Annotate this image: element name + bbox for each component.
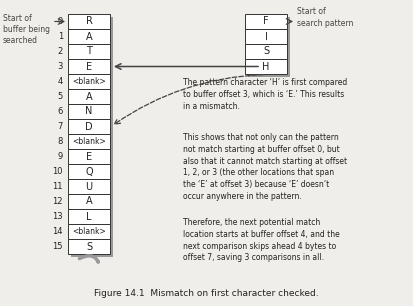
Bar xyxy=(68,194,110,209)
Bar xyxy=(71,212,113,227)
Bar xyxy=(71,17,113,32)
Text: 6: 6 xyxy=(58,107,63,116)
Bar xyxy=(248,62,290,77)
Bar xyxy=(245,14,287,29)
Text: R: R xyxy=(85,17,93,27)
Bar xyxy=(68,149,110,164)
Bar xyxy=(71,62,113,77)
Bar xyxy=(71,242,113,257)
Text: Q: Q xyxy=(85,166,93,177)
Text: 5: 5 xyxy=(58,92,63,101)
Bar xyxy=(71,167,113,182)
Text: 0: 0 xyxy=(58,17,63,26)
FancyArrowPatch shape xyxy=(79,256,98,262)
Bar xyxy=(71,32,113,47)
Bar xyxy=(245,29,287,44)
Bar xyxy=(68,134,110,149)
Text: N: N xyxy=(85,106,93,117)
Text: S: S xyxy=(86,241,92,252)
Text: The pattern character ‘H’ is first compared
to buffer offset 3, which is ‘E.’ Th: The pattern character ‘H’ is first compa… xyxy=(183,78,347,110)
Text: E: E xyxy=(86,151,92,162)
Text: Start of
search pattern: Start of search pattern xyxy=(297,7,354,28)
Text: D: D xyxy=(85,121,93,132)
Bar xyxy=(245,44,287,59)
Text: 13: 13 xyxy=(52,212,63,221)
Bar xyxy=(68,104,110,119)
Bar xyxy=(71,92,113,107)
Bar xyxy=(71,77,113,92)
Bar xyxy=(68,239,110,254)
Text: 10: 10 xyxy=(52,167,63,176)
Text: L: L xyxy=(86,211,92,222)
Text: H: H xyxy=(262,62,270,72)
Text: 14: 14 xyxy=(52,227,63,236)
Bar xyxy=(71,107,113,122)
Text: F: F xyxy=(263,17,269,27)
Text: 7: 7 xyxy=(58,122,63,131)
Text: <blank>: <blank> xyxy=(72,227,106,236)
Text: 8: 8 xyxy=(58,137,63,146)
Bar xyxy=(68,179,110,194)
Text: E: E xyxy=(86,62,92,72)
Bar xyxy=(71,152,113,167)
Text: 2: 2 xyxy=(58,47,63,56)
Bar xyxy=(68,44,110,59)
Bar xyxy=(68,14,110,29)
Text: T: T xyxy=(86,47,92,57)
Bar xyxy=(71,227,113,242)
Bar xyxy=(71,197,113,212)
Text: U: U xyxy=(85,181,93,192)
Text: Therefore, the next potential match
location starts at buffer offset 4, and the
: Therefore, the next potential match loca… xyxy=(183,218,340,263)
Bar xyxy=(68,74,110,89)
Bar xyxy=(71,47,113,62)
Text: 12: 12 xyxy=(52,197,63,206)
Bar xyxy=(245,59,287,74)
Text: <blank>: <blank> xyxy=(72,77,106,86)
Text: 4: 4 xyxy=(58,77,63,86)
Text: Start of
buffer being
searched: Start of buffer being searched xyxy=(3,14,50,45)
Bar xyxy=(248,17,290,32)
Bar xyxy=(68,209,110,224)
Text: 9: 9 xyxy=(58,152,63,161)
Bar xyxy=(71,182,113,197)
Bar xyxy=(68,59,110,74)
Text: 1: 1 xyxy=(58,32,63,41)
Text: 11: 11 xyxy=(52,182,63,191)
Text: Figure 14.1  Mismatch on first character checked.: Figure 14.1 Mismatch on first character … xyxy=(94,289,318,298)
Text: <blank>: <blank> xyxy=(72,137,106,146)
Bar xyxy=(68,224,110,239)
Bar xyxy=(248,32,290,47)
Text: This shows that not only can the pattern
not match starting at buffer offset 0, : This shows that not only can the pattern… xyxy=(183,133,347,201)
Text: S: S xyxy=(263,47,269,57)
Bar xyxy=(68,29,110,44)
Text: A: A xyxy=(85,196,93,207)
Bar xyxy=(68,164,110,179)
Bar xyxy=(68,89,110,104)
Text: I: I xyxy=(265,32,268,42)
Text: A: A xyxy=(85,91,93,102)
Bar xyxy=(248,47,290,62)
Text: 15: 15 xyxy=(52,242,63,251)
Bar xyxy=(71,137,113,152)
Bar xyxy=(68,119,110,134)
Text: A: A xyxy=(85,32,93,42)
Text: 3: 3 xyxy=(58,62,63,71)
Bar xyxy=(71,122,113,137)
